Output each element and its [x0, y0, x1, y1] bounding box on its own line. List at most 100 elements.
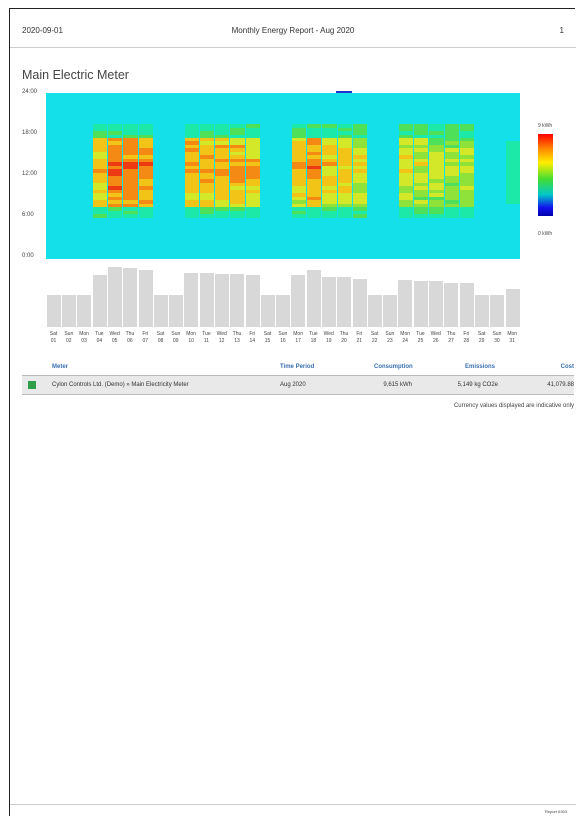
heatmap-cell [291, 131, 306, 135]
heatmap-cell [459, 182, 475, 187]
heatmap-cell [123, 179, 138, 184]
daily-bar [474, 294, 489, 327]
heatmap-cell [322, 155, 337, 159]
heatmap-cell [322, 127, 337, 132]
day-label: Sun 09 [171, 331, 181, 344]
header-meter[interactable]: Meter [52, 364, 69, 370]
day-label: Mon 24 [400, 331, 411, 344]
heatmap-cell [337, 141, 352, 146]
heatmap-cell [398, 141, 413, 146]
heatmap-cell [184, 169, 199, 173]
day-label: Mon 17 [293, 331, 303, 344]
heatmap-cell [123, 200, 138, 204]
heatmap-cell [352, 172, 368, 177]
header-emissions[interactable]: Emissions [465, 364, 496, 370]
heatmap-cell [92, 134, 108, 139]
header-consumption[interactable]: Consumption [374, 364, 413, 370]
heatmap-cell [199, 165, 215, 170]
heatmap-cell [413, 182, 429, 187]
day-label: Tue 11 [202, 331, 211, 344]
heatmap-cell [429, 127, 444, 132]
heatmap-day-column [459, 93, 475, 259]
heatmap-cell [322, 131, 337, 135]
heatmap-cell [291, 207, 306, 211]
heatmap-cell [306, 210, 322, 215]
header-time-period[interactable]: Time Period [280, 364, 315, 370]
report-page: 2020-09-01 Monthly Energy Report - Aug 2… [9, 8, 576, 816]
heatmap-cell [444, 131, 459, 135]
heatmap-cell [322, 176, 337, 180]
heatmap-cell [291, 214, 306, 218]
heatmap-cell [123, 176, 138, 180]
heatmap-cell [245, 169, 261, 173]
y-tick-6: 6:00 [22, 212, 34, 218]
heatmap-cell [230, 127, 245, 132]
heatmap-day-column [322, 93, 337, 259]
heatmap-cell [413, 144, 429, 149]
heatmap-cell [108, 155, 123, 159]
heatmap-cell [322, 124, 337, 128]
heatmap-cell [398, 137, 413, 142]
heatmap-cell [291, 151, 306, 156]
heatmap-cell [291, 124, 306, 128]
heatmap-cell [138, 141, 154, 146]
heatmap-cell [398, 210, 413, 215]
heatmap-cell [306, 148, 322, 153]
heatmap-cell [413, 131, 429, 135]
heatmap-cell [230, 210, 245, 215]
heatmap-cell [306, 203, 322, 208]
heatmap-cell [184, 200, 199, 204]
heatmap-cell [92, 179, 108, 184]
heatmap-cell [322, 144, 337, 149]
heatmap-cell [245, 127, 261, 132]
heatmap-cell [429, 155, 444, 159]
header-cost[interactable]: Cost [560, 364, 574, 370]
page-number: 1 [559, 26, 564, 35]
heatmap-cell [459, 158, 475, 163]
heatmap-cell [306, 134, 322, 139]
daily-bar [490, 294, 505, 327]
heatmap-cell [199, 176, 215, 180]
heatmap-cell [184, 151, 199, 156]
heatmap-cell [505, 155, 520, 159]
heatmap-cell [337, 179, 352, 184]
heatmap-cell [215, 148, 230, 153]
heatmap-cell [199, 144, 215, 149]
heatmap-cell [505, 141, 520, 146]
heatmap-cell [306, 155, 322, 159]
daily-bar [184, 272, 199, 327]
heatmap-cell [337, 165, 352, 170]
y-tick-24: 24:00 [22, 89, 38, 95]
heatmap-cell [352, 165, 368, 170]
heatmap-cell [505, 158, 520, 163]
heatmap-cell [230, 158, 245, 163]
day-label: Fri 28 [463, 331, 470, 344]
daily-bar [291, 274, 306, 327]
daily-bar [444, 283, 459, 327]
heatmap-cell [429, 176, 444, 180]
heatmap-cell [337, 182, 352, 187]
heatmap-cell [322, 214, 337, 218]
table-row[interactable]: Cylon Controls Ltd. (Demo) » Main Electr… [22, 376, 574, 395]
heatmap-cell [215, 196, 230, 201]
heatmap-cell [108, 172, 123, 177]
heatmap-cell [306, 189, 322, 194]
heatmap-cell [138, 214, 154, 218]
heatmap-cell [184, 207, 199, 211]
heatmap-cell [199, 124, 215, 128]
heatmap-day-column [138, 93, 154, 259]
heatmap-cell [306, 196, 322, 201]
heatmap-cell [215, 182, 230, 187]
heatmap-cell [429, 144, 444, 149]
daily-bar [306, 270, 321, 327]
heatmap-cell [352, 189, 368, 194]
heatmap-cell [291, 193, 306, 198]
day-label: Tue 18 [309, 331, 318, 344]
consumption-value: 9,615 [383, 382, 399, 388]
day-label: Sat 08 [156, 331, 165, 344]
heatmap-cell [413, 172, 429, 177]
heatmap-cell [459, 144, 475, 149]
heatmap-cell [108, 134, 123, 139]
day-label: Thu 27 [446, 331, 456, 344]
heatmap-cell [291, 169, 306, 173]
